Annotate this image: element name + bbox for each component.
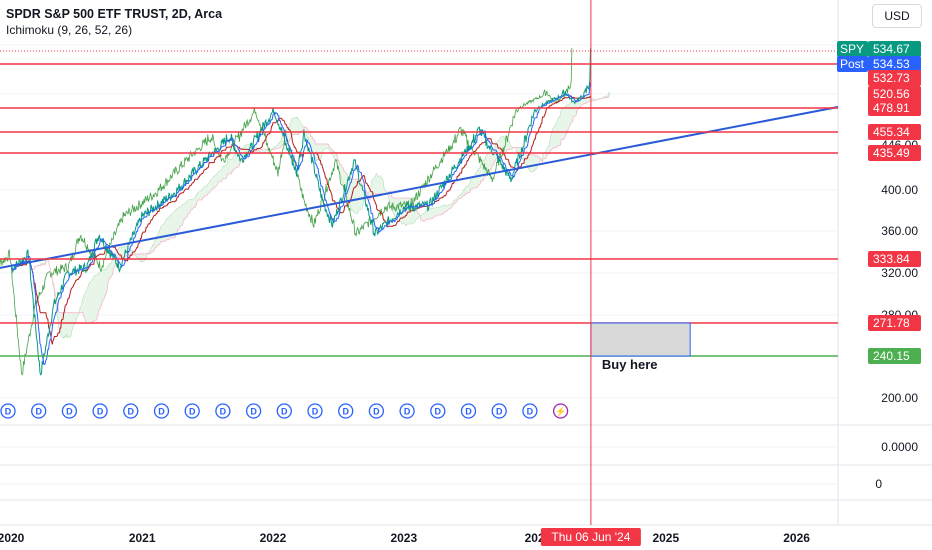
dividend-marker-label: D (496, 407, 503, 417)
price-label-text: 271.78 (873, 316, 910, 330)
y-tick-label: 400.00 (881, 183, 918, 197)
x-tick-label: 202 (525, 531, 545, 545)
dividend-marker-label: D (97, 407, 104, 417)
price-label-text: 435.49 (873, 146, 910, 160)
price-label-text: 478.91 (873, 101, 910, 115)
dividend-marker-label: D (312, 407, 319, 417)
price-badge-value: 534.67 (873, 42, 910, 56)
dividend-marker[interactable] (430, 403, 446, 419)
dividend-marker[interactable] (522, 403, 538, 419)
price-badge-value: 520.56 (873, 87, 910, 101)
dividend-marker[interactable] (0, 403, 16, 419)
y-tick-label: 200.00 (881, 391, 918, 405)
price-badge (868, 70, 921, 86)
price-label-badge (868, 348, 921, 364)
price-label-badge (868, 145, 921, 161)
dividend-marker[interactable] (276, 403, 292, 419)
dividend-marker[interactable] (460, 403, 477, 419)
lower-pane-tick-label: 0.0000 (881, 440, 918, 454)
dividend-marker[interactable] (491, 403, 507, 419)
price-badge (868, 41, 921, 57)
price-badge-tag (837, 41, 868, 57)
price-label-text: 333.84 (873, 252, 910, 266)
dividend-marker-label: D (66, 407, 73, 417)
symbol-title[interactable]: SPDR S&P 500 ETF TRUST, 2D, Arca (6, 7, 223, 21)
dividend-marker[interactable] (368, 403, 385, 419)
price-label-text: 240.15 (873, 349, 910, 363)
x-tick-label: 2023 (390, 531, 417, 545)
dividend-marker-label: D (128, 407, 135, 417)
dividend-marker-label: D (5, 407, 12, 417)
price-line[interactable] (10, 47, 591, 376)
price-badge-tag-label: SPY (840, 42, 864, 56)
earnings-marker-label: ⚡ (555, 406, 566, 418)
indicator-label[interactable]: Ichimoku (9, 26, 52, 26) (6, 23, 133, 37)
ichimoku-conversion-line (11, 82, 591, 366)
dividend-marker-label: D (342, 407, 349, 417)
price-badge-value: 534.53 (873, 57, 910, 71)
crosshair-date-badge (540, 528, 641, 546)
ichimoku-span-b (29, 95, 610, 324)
dividend-marker[interactable] (215, 403, 231, 419)
y-tick-label: 320.00 (881, 266, 918, 280)
price-label-badge (868, 100, 921, 116)
dividend-marker-label: D (435, 407, 442, 417)
ichimoku-cloud (29, 91, 610, 340)
price-label-badge (868, 315, 921, 331)
x-tick-label: 2021 (129, 531, 156, 545)
dividend-marker-label: D (220, 407, 227, 417)
dividend-marker-label: D (158, 407, 165, 417)
dividend-marker[interactable] (338, 403, 354, 419)
price-label-badge (868, 251, 921, 267)
x-tick-label: 2022 (260, 531, 287, 545)
price-badge (868, 56, 921, 72)
dividend-marker-label: D (35, 407, 42, 417)
dividend-marker[interactable] (123, 403, 139, 419)
dividend-marker-label: D (465, 407, 472, 417)
dividend-marker[interactable] (245, 403, 262, 419)
x-tick-label: 2025 (652, 531, 679, 545)
dividend-marker-label: D (373, 407, 380, 417)
crosshair-date-label: Thu 06 Jun '24 (551, 530, 630, 544)
buy-zone-box[interactable] (590, 322, 691, 357)
dividend-marker[interactable] (153, 403, 170, 419)
dividend-marker[interactable] (31, 403, 47, 419)
dividend-marker-label: D (527, 407, 534, 417)
dividend-marker[interactable] (307, 403, 323, 419)
y-tick-label: 360.00 (881, 224, 918, 238)
dividend-marker[interactable] (61, 403, 78, 419)
buy-here-label: Buy here (602, 357, 658, 372)
earnings-marker[interactable] (552, 403, 569, 419)
dividend-marker[interactable] (92, 403, 108, 419)
price-badge-tag (837, 56, 868, 72)
dividend-marker-label: D (189, 407, 196, 417)
price-badge-tag-label: Post (840, 57, 865, 71)
dividend-marker-label: D (250, 407, 257, 417)
lower-pane-tick-label: 0 (875, 477, 882, 491)
currency-button[interactable]: USD (872, 4, 922, 28)
price-badge (868, 86, 921, 102)
price-label-badge (868, 124, 921, 140)
price-badge-value: 532.73 (873, 71, 910, 85)
dividend-marker-label: D (404, 407, 411, 417)
trendline[interactable] (0, 105, 839, 269)
price-label-text: 455.34 (873, 125, 910, 139)
dividend-marker[interactable] (184, 403, 200, 419)
x-tick-label: 2020 (0, 531, 25, 545)
dividend-marker[interactable] (399, 403, 415, 419)
x-tick-label: 2026 (783, 531, 810, 545)
dividend-marker-label: D (281, 407, 288, 417)
ichimoku-lagging-line (0, 47, 573, 376)
